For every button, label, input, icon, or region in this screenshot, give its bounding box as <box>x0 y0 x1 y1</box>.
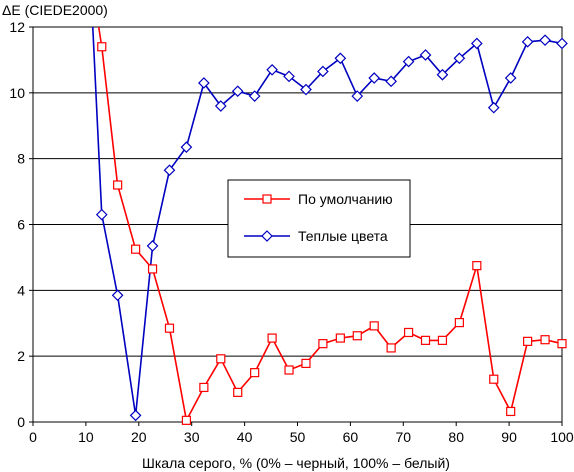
data-point-series-1 <box>199 382 209 393</box>
data-point-series-1 <box>216 354 226 364</box>
data-point-series-1 <box>250 368 260 378</box>
x-tick-label: 70 <box>396 429 412 445</box>
data-point-series-2 <box>470 37 483 50</box>
legend-swatch-marker <box>262 194 272 204</box>
data-point-series-2 <box>368 72 381 84</box>
data-point-series-1 <box>523 336 533 346</box>
data-point-series-2 <box>129 409 142 422</box>
data-point-series-1 <box>506 406 516 417</box>
data-point-series-2 <box>248 90 261 102</box>
data-point-series-2 <box>504 72 517 84</box>
data-point-series-1 <box>131 244 141 254</box>
y-axis-ticks: 0 2 4 6 8 10 12 <box>9 19 33 430</box>
marker-layer <box>95 34 568 425</box>
data-point-series-1 <box>386 343 396 353</box>
data-point-series-2 <box>283 70 295 83</box>
y-tick-label: 2 <box>17 348 25 364</box>
x-tick-label: 30 <box>184 429 200 445</box>
data-point-series-1 <box>557 339 567 349</box>
data-point-series-2 <box>163 164 176 177</box>
x-tick-label: 0 <box>29 429 37 445</box>
x-tick-label: 10 <box>78 429 94 445</box>
x-tick-label: 80 <box>448 429 464 445</box>
data-point-series-1 <box>113 180 123 190</box>
data-point-series-2 <box>351 90 364 102</box>
data-point-series-1 <box>540 335 550 345</box>
data-point-series-1 <box>437 335 448 345</box>
data-point-series-1 <box>454 317 464 328</box>
series-line-offscale-segment <box>91 27 103 215</box>
x-axis-title: Шкала серого, % (0% – черный, 100% – бел… <box>142 455 450 471</box>
x-tick-label: 50 <box>290 429 306 445</box>
data-point-series-2 <box>146 240 159 252</box>
data-point-series-1 <box>301 358 311 369</box>
y-tick-label: 4 <box>17 282 25 298</box>
data-point-series-2 <box>95 208 108 221</box>
series-layer <box>91 27 562 422</box>
legend-swatch-marker <box>261 230 273 242</box>
y-tick-label: 10 <box>9 85 25 101</box>
data-point-series-1 <box>164 323 175 333</box>
data-point-series-2 <box>180 141 193 153</box>
data-point-series-1 <box>420 335 431 345</box>
data-point-series-1 <box>369 321 379 331</box>
data-point-series-1 <box>97 42 107 52</box>
legend-box <box>227 179 411 258</box>
data-point-series-2 <box>111 289 124 302</box>
x-tick-label: 60 <box>343 429 359 445</box>
legend-label: По умолчанию <box>298 191 393 207</box>
series-line-1 <box>101 46 562 422</box>
x-tick-label: 100 <box>550 429 574 445</box>
data-point-series-1 <box>181 415 192 425</box>
data-point-series-1 <box>267 333 277 343</box>
data-point-series-2 <box>231 85 244 98</box>
x-tick-label: 20 <box>131 429 147 445</box>
data-point-series-2 <box>214 100 227 112</box>
y-axis-title: ΔE (CIEDE2000) <box>2 2 108 18</box>
data-point-series-2 <box>385 75 397 88</box>
data-point-series-1 <box>318 339 328 349</box>
data-point-series-1 <box>284 365 294 375</box>
y-tick-label: 0 <box>17 414 25 430</box>
data-point-series-1 <box>403 327 414 338</box>
data-point-series-2 <box>419 49 432 61</box>
series-line-offscale-segment <box>97 27 103 47</box>
data-point-series-1 <box>147 264 158 274</box>
y-tick-label: 12 <box>9 19 25 35</box>
y-tick-label: 8 <box>17 151 25 167</box>
data-point-series-2 <box>334 52 347 65</box>
series-line-2 <box>101 39 562 417</box>
data-point-series-2 <box>198 77 210 89</box>
data-point-series-2 <box>556 37 568 50</box>
data-point-series-2 <box>402 55 415 68</box>
legend: По умолчанию Теплые цвета <box>227 179 411 258</box>
x-tick-label: 40 <box>237 429 253 445</box>
data-point-series-2 <box>453 52 466 65</box>
y-tick-label: 6 <box>17 217 25 233</box>
x-axis-ticks: 0 10 20 30 40 50 60 70 80 90 100 <box>29 422 574 445</box>
data-point-series-2 <box>487 101 500 114</box>
data-point-series-1 <box>352 331 362 341</box>
data-point-series-2 <box>317 65 329 78</box>
data-point-series-1 <box>233 387 243 397</box>
data-point-series-1 <box>472 261 482 271</box>
data-point-series-2 <box>300 83 312 96</box>
data-point-series-2 <box>266 63 278 76</box>
legend-label: Теплые цвета <box>298 228 388 244</box>
x-tick-label: 90 <box>501 429 517 445</box>
data-point-series-1 <box>489 374 499 384</box>
data-point-series-1 <box>335 333 345 343</box>
data-point-series-2 <box>436 68 449 81</box>
data-point-series-2 <box>539 34 551 47</box>
data-point-series-2 <box>521 35 534 48</box>
